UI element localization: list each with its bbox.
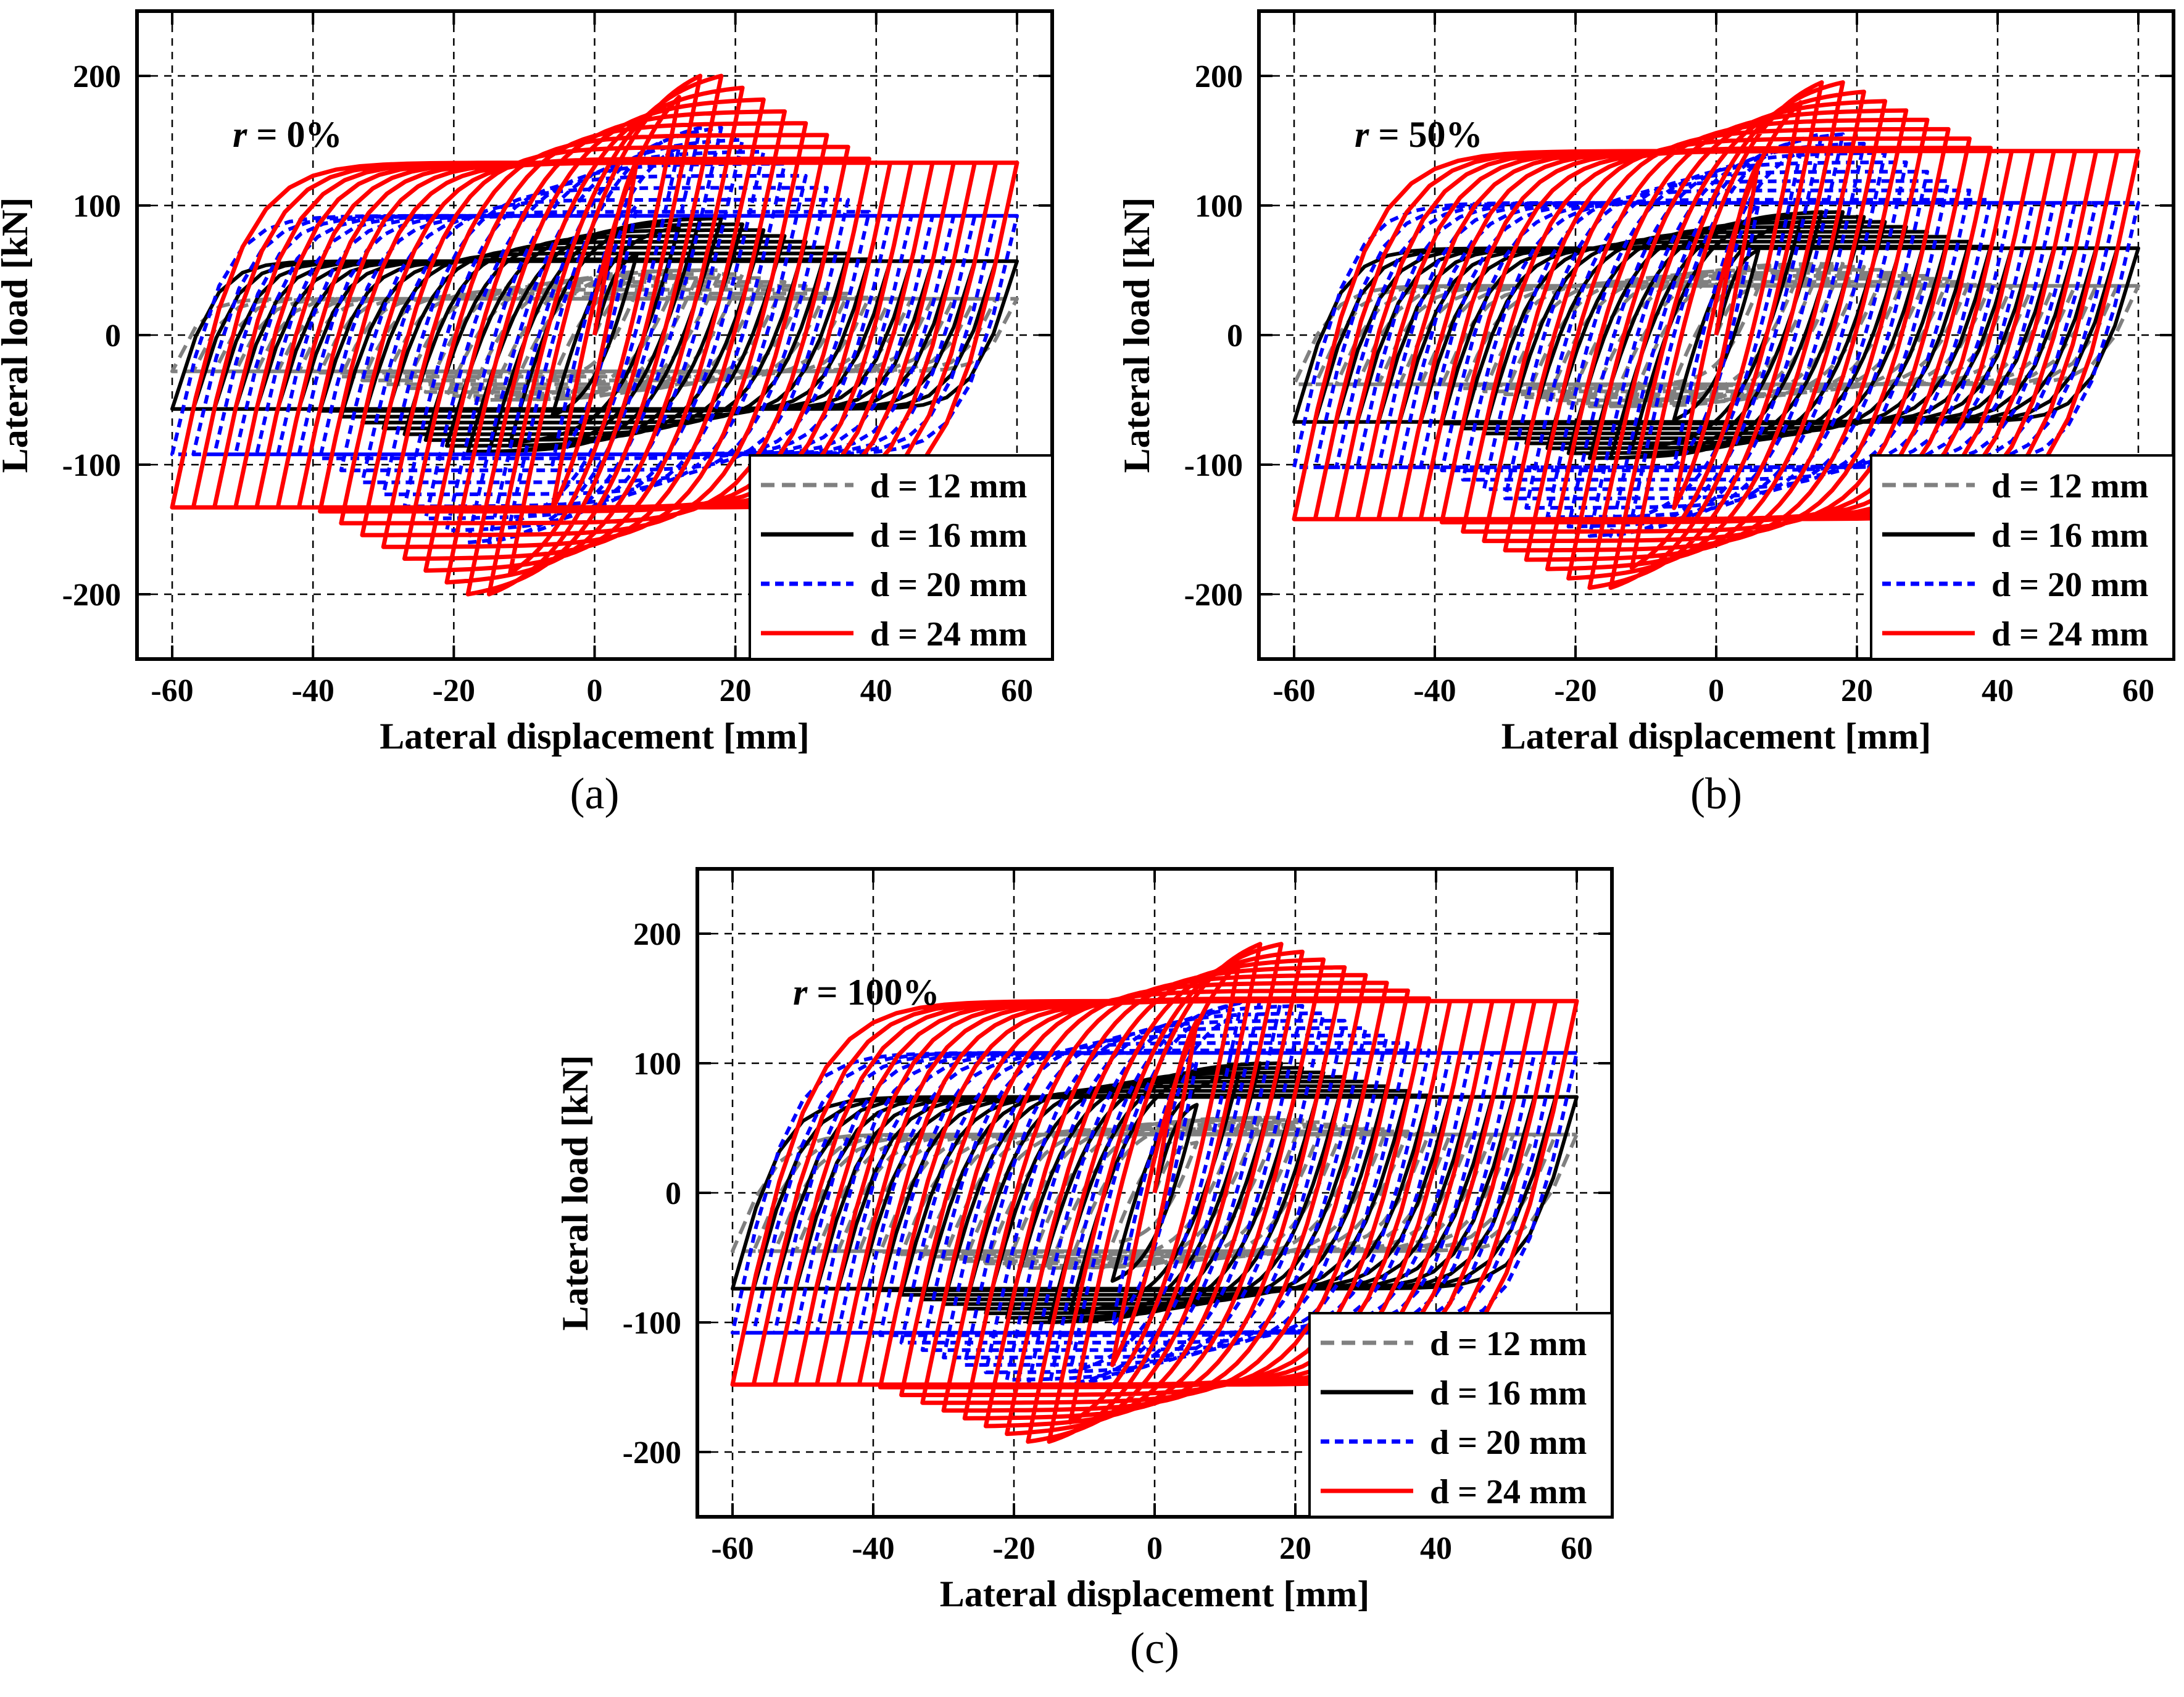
- legend-box: [749, 454, 1053, 660]
- y-axis-label: Lateral load [kN]: [1116, 197, 1157, 473]
- r-variable: r: [1355, 114, 1369, 155]
- legend-label: d = 24 mm: [1430, 1473, 1587, 1511]
- r-variable: r: [233, 114, 247, 155]
- x-tick-label: 40: [1420, 1531, 1452, 1566]
- x-axis-label: Lateral displacement [mm]: [940, 1574, 1370, 1614]
- series-line-d12: [170, 268, 1019, 402]
- panel-caption: (a): [570, 769, 620, 818]
- y-tick-label: 100: [1195, 189, 1243, 224]
- y-tick-label: 0: [1227, 318, 1243, 354]
- panel-caption: (c): [1130, 1624, 1179, 1673]
- legend: d = 12 mm d = 16 mm d = 20 mm d = 24 mm: [749, 454, 1053, 660]
- series-line-d24: [170, 73, 1019, 597]
- legend-label: d = 24 mm: [870, 615, 1027, 653]
- series-group: [730, 942, 1579, 1444]
- y-tick-label: -100: [1184, 448, 1243, 483]
- y-tick-label: -100: [623, 1306, 681, 1341]
- x-tick-label: 60: [1561, 1531, 1593, 1566]
- x-tick-label: -40: [852, 1531, 894, 1566]
- x-tick-label: 40: [1982, 673, 2014, 708]
- x-tick-label: 20: [1841, 673, 1873, 708]
- x-tick-label: 40: [860, 673, 892, 708]
- r-variable: r: [793, 972, 808, 1013]
- y-tick-label: -200: [623, 1435, 681, 1471]
- series-line-d24: [730, 942, 1579, 1444]
- y-tick-label: -100: [62, 448, 121, 483]
- y-tick-label: 200: [633, 917, 681, 952]
- r-value: = 100%: [807, 972, 939, 1013]
- y-tick-label: 200: [1195, 59, 1243, 94]
- series-line-d20: [170, 126, 1019, 544]
- r-annotation: r = 100%: [793, 972, 940, 1013]
- legend-label: d = 20 mm: [870, 566, 1027, 604]
- x-tick-label: 60: [2122, 673, 2154, 708]
- legend-label: d = 16 mm: [1991, 517, 2148, 555]
- x-tick-label: 20: [720, 673, 752, 708]
- y-tick-label: 100: [633, 1047, 681, 1082]
- series-line-d16: [731, 1061, 1579, 1324]
- y-axis-label: Lateral load [kN]: [0, 197, 35, 473]
- x-tick-label: 0: [1708, 673, 1724, 708]
- legend-box: [1870, 454, 2175, 660]
- panel-caption: (b): [1690, 769, 1742, 818]
- x-tick-label: -40: [1413, 673, 1456, 708]
- r-annotation: r = 0%: [233, 114, 343, 155]
- y-tick-label: 0: [665, 1176, 681, 1211]
- legend: d = 12 mm d = 16 mm d = 20 mm d = 24 mm: [1308, 1312, 1613, 1518]
- legend-label: d = 12 mm: [1430, 1325, 1587, 1363]
- y-tick-label: -200: [1184, 578, 1243, 613]
- x-axis-label: Lateral displacement [mm]: [380, 716, 810, 757]
- x-tick-label: -20: [433, 673, 475, 708]
- y-tick-label: 200: [73, 59, 121, 94]
- x-tick-label: 20: [1279, 1531, 1311, 1566]
- series-group: [170, 73, 1019, 597]
- x-tick-label: -40: [292, 673, 334, 708]
- x-tick-label: 60: [1001, 673, 1033, 708]
- y-axis-label: Lateral load [kN]: [555, 1055, 596, 1331]
- y-tick-label: 0: [105, 318, 121, 354]
- x-tick-label: -20: [992, 1531, 1035, 1566]
- y-tick-label: 100: [73, 189, 121, 224]
- x-tick-label: -60: [1273, 673, 1315, 708]
- y-tick-label: -200: [62, 578, 121, 613]
- r-value: = 50%: [1369, 114, 1482, 155]
- x-tick-label: -60: [711, 1531, 754, 1566]
- legend-label: d = 12 mm: [870, 467, 1027, 505]
- legend-label: d = 20 mm: [1430, 1424, 1587, 1462]
- x-tick-label: 0: [1147, 1531, 1163, 1566]
- x-tick-label: -60: [151, 673, 193, 708]
- x-tick-label: 0: [587, 673, 603, 708]
- legend-label: d = 24 mm: [1991, 615, 2148, 653]
- legend: d = 12 mm d = 16 mm d = 20 mm d = 24 mm: [1870, 454, 2175, 660]
- legend-label: d = 12 mm: [1991, 467, 2148, 505]
- x-tick-label: -20: [1554, 673, 1596, 708]
- x-axis-label: Lateral displacement [mm]: [1501, 716, 1932, 757]
- series-line-d20: [731, 997, 1579, 1389]
- legend-label: d = 20 mm: [1991, 566, 2148, 604]
- r-value: = 0%: [247, 114, 342, 155]
- legend-label: d = 16 mm: [1430, 1374, 1587, 1413]
- series-line-d24: [1292, 80, 2141, 590]
- legend-box: [1308, 1312, 1613, 1518]
- series-group: [1292, 80, 2141, 590]
- r-annotation: r = 50%: [1355, 114, 1483, 155]
- legend-label: d = 16 mm: [870, 517, 1027, 555]
